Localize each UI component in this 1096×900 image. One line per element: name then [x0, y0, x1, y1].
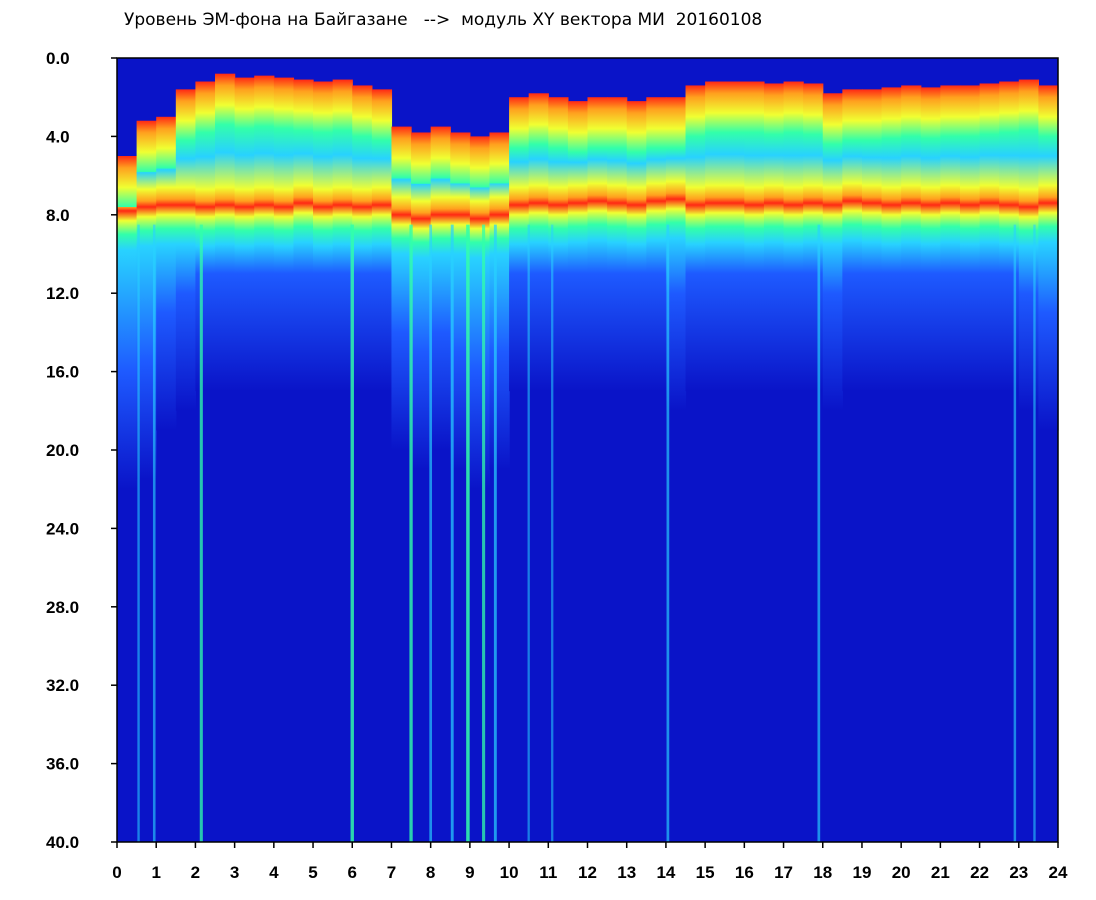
x-tick-label: 9	[465, 863, 474, 882]
heatmap-column	[528, 93, 549, 392]
x-tick-label: 15	[696, 863, 715, 882]
heatmap-column	[665, 97, 687, 411]
heatmap-column	[587, 97, 608, 392]
x-tick-label: 23	[1009, 863, 1028, 882]
x-tick-label: 16	[735, 863, 754, 882]
heatmap-column	[352, 85, 373, 392]
heatmap-column	[861, 89, 883, 392]
heatmap-column	[254, 75, 275, 392]
heatmap-column	[901, 85, 922, 392]
x-tick-label: 10	[500, 863, 519, 882]
x-tick-label: 19	[852, 863, 871, 882]
chart-title: Уровень ЭМ-фона на Байгазане --> модуль …	[124, 10, 763, 30]
heatmap-column	[469, 136, 491, 490]
heatmap-column	[881, 87, 902, 392]
heatmap-column	[313, 81, 334, 392]
x-tick-label: 11	[539, 863, 557, 882]
heatmap-column	[940, 85, 961, 392]
heatmap-column	[332, 79, 353, 392]
y-tick-label: 0.0	[46, 49, 70, 68]
y-tick-label: 12.0	[46, 284, 79, 303]
heatmap-column	[705, 81, 726, 392]
heatmap-column	[234, 77, 255, 392]
heatmap-column	[999, 81, 1020, 392]
y-tick-label: 16.0	[46, 363, 79, 382]
heatmap-column	[920, 87, 941, 392]
heatmap-column	[195, 81, 216, 392]
heatmap-column	[293, 79, 314, 392]
heatmap-column	[391, 126, 412, 450]
heatmap-column	[489, 132, 510, 470]
y-tick-label: 28.0	[46, 598, 79, 617]
heatmap-column	[646, 97, 667, 392]
x-tick-label: 21	[931, 863, 950, 882]
x-tick-label: 13	[617, 863, 636, 882]
heatmap-column	[744, 81, 765, 392]
heatmap-column	[959, 85, 981, 392]
x-tick-label: 8	[426, 863, 435, 882]
heatmap-column	[763, 83, 785, 392]
y-tick-label: 4.0	[46, 127, 70, 146]
x-tick-label: 4	[269, 863, 279, 882]
y-tick-label: 36.0	[46, 755, 79, 774]
heatmap-column	[822, 93, 843, 411]
y-tick-label: 40.0	[46, 833, 79, 852]
y-tick-label: 24.0	[46, 519, 79, 538]
heatmap-column	[842, 89, 863, 392]
heatmap-column	[1038, 85, 1059, 431]
heatmap-area	[117, 58, 1059, 842]
heatmap-column	[175, 89, 197, 411]
x-axis-ticks: 0 1 2 3 4 5 6 7 8 9 10 11 12 13 14 15 16 17 18 19 20 21 22 23 24	[112, 842, 1068, 882]
heatmap-column	[979, 83, 1000, 392]
y-tick-label: 32.0	[46, 676, 79, 695]
heatmap-column	[450, 132, 471, 470]
heatmap-column	[685, 85, 706, 392]
x-tick-label: 5	[308, 863, 317, 882]
x-tick-label: 20	[892, 863, 911, 882]
heatmap-column	[136, 120, 157, 480]
heatmap-column	[626, 101, 647, 392]
y-tick-label: 8.0	[46, 206, 70, 225]
heatmap-column	[371, 89, 393, 392]
x-tick-label: 17	[774, 863, 793, 882]
heatmap-column	[783, 81, 804, 392]
heatmap-column	[607, 97, 628, 392]
heatmap-column	[724, 81, 745, 392]
heatmap-column	[117, 156, 138, 490]
y-axis-ticks: 0.0 4.0 8.0 12.0 16.0 20.0 24.0 28.0 32.0 36.0 40.…	[46, 49, 117, 852]
x-tick-label: 6	[348, 863, 357, 882]
x-tick-label: 22	[970, 863, 989, 882]
heatmap-column	[1018, 79, 1039, 411]
x-tick-label: 0	[112, 863, 121, 882]
heatmap-column	[430, 126, 451, 450]
heatmap-column	[273, 77, 295, 392]
x-tick-label: 2	[191, 863, 200, 882]
spike-lines	[137, 224, 1036, 842]
heatmap-column	[509, 97, 530, 392]
x-tick-label: 1	[151, 863, 160, 882]
heatmap-column	[567, 101, 589, 392]
x-tick-label: 18	[813, 863, 832, 882]
x-tick-label: 3	[230, 863, 239, 882]
heatmap-column	[803, 83, 824, 392]
heatmap-column	[215, 73, 236, 392]
x-tick-label: 7	[387, 863, 396, 882]
y-tick-label: 20.0	[46, 441, 79, 460]
x-tick-label: 24	[1049, 863, 1068, 882]
x-tick-label: 12	[578, 863, 597, 882]
heatmap-column	[156, 116, 177, 431]
x-tick-label: 14	[656, 863, 675, 882]
heatmap-column	[411, 132, 432, 470]
